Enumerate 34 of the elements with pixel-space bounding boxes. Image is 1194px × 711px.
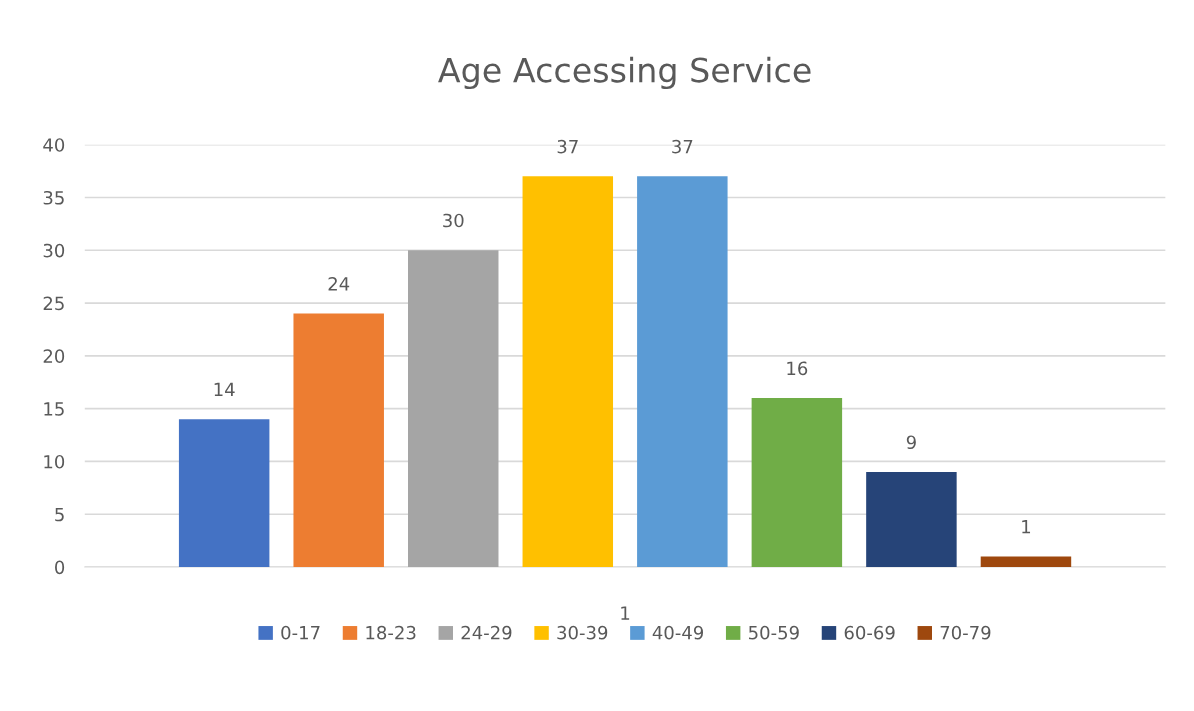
data-label: 24 — [328, 277, 350, 291]
bar — [293, 313, 384, 568]
bar — [522, 176, 614, 568]
data-label: 16 — [787, 361, 808, 376]
y-tick-label: 25 — [43, 296, 64, 311]
legend-label: 0-17 — [281, 625, 320, 640]
legend-label: 70-79 — [940, 625, 991, 640]
bar — [178, 419, 270, 568]
bar — [408, 250, 499, 568]
y-tick-label: 30 — [43, 243, 65, 258]
data-label: 9 — [906, 435, 916, 450]
data-label: 1 — [1022, 520, 1031, 534]
y-tick-label: 10 — [44, 454, 65, 469]
legend-label: 50-59 — [749, 625, 799, 640]
bar — [751, 398, 843, 568]
data-label: 37 — [672, 139, 693, 154]
y-tick-label: 20 — [43, 349, 65, 363]
y-tick-label: 40 — [43, 138, 65, 152]
bar — [980, 556, 1072, 568]
legend-label: 18-23 — [366, 625, 416, 640]
y-tick-label: 0 — [55, 560, 65, 575]
y-tick-label: 35 — [43, 190, 64, 205]
chart-title: Age Accessing Service — [438, 56, 811, 90]
bar — [637, 176, 728, 568]
legend-label: 30-39 — [557, 625, 608, 640]
y-tick-label: 5 — [55, 507, 64, 522]
legend-label: 40-49 — [652, 625, 704, 640]
data-label: 30 — [443, 213, 464, 228]
legend-label: 60-69 — [844, 625, 895, 640]
data-label: 14 — [214, 382, 235, 397]
data-label: 37 — [557, 139, 578, 154]
legend-label: 24-29 — [461, 625, 512, 640]
y-tick-label: 15 — [44, 402, 64, 416]
bar — [866, 472, 957, 568]
